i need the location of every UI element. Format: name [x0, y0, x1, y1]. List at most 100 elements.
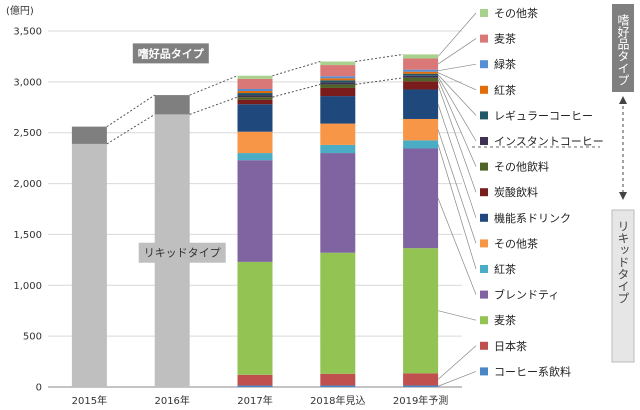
bar-segment [320, 78, 356, 81]
bar-segment [237, 374, 273, 386]
y-tick-label: 1,500 [13, 230, 42, 241]
bar-segment [320, 61, 356, 66]
y-tick-label: 2,000 [13, 179, 42, 190]
bar-preference-total [154, 95, 190, 115]
bar-segment [403, 58, 439, 70]
bar-segment [320, 373, 356, 386]
bar-segment [403, 69, 439, 72]
bar-segment [237, 97, 273, 100]
legend-swatch [480, 34, 488, 43]
bar-segment [237, 153, 273, 161]
bar-segment [403, 75, 439, 78]
bar-segment [320, 153, 356, 253]
bar-segment [237, 385, 273, 387]
bar-segment [320, 144, 356, 154]
legend-label: 炭酸飲料 [494, 185, 538, 199]
bar-liquid-total [71, 143, 107, 387]
y-tick-label: 3,000 [13, 77, 42, 88]
bar-segment [403, 373, 439, 386]
legend-leader-line [437, 345, 477, 380]
legend-leader-line [437, 38, 477, 65]
connector-line [272, 83, 321, 98]
legend-swatch [480, 162, 488, 171]
legend-leader-line [437, 85, 477, 193]
legend: その他茶麦茶緑茶紅茶レギュラーコーヒーインスタントコーヒーその他飲料炭酸飲料機能… [437, 7, 604, 387]
bar-segment [403, 89, 439, 119]
bar-segment [320, 87, 356, 97]
legend-leader-line [437, 76, 477, 142]
y-tick-label: 500 [23, 332, 42, 343]
bar-segment [403, 54, 439, 59]
connector-line [355, 77, 404, 85]
x-tick-label: 2016年 [154, 394, 189, 407]
legend-swatch [480, 265, 488, 273]
legend-label: 麦茶 [494, 314, 516, 327]
legend-swatch [480, 60, 488, 69]
legend-label: 日本茶 [494, 339, 527, 353]
legend-leader-line [437, 144, 477, 270]
bar-segment [320, 96, 356, 124]
legend-label: 紅茶 [494, 84, 516, 97]
y-tick-label: 0 [36, 383, 42, 394]
legend-leader-line [438, 63, 477, 72]
x-axis-ticks: 2015年 2016年 2017年 2018年見込 2019年予測 [72, 394, 449, 407]
connector-line [272, 61, 321, 77]
legend-label: ブレンドティ [494, 288, 559, 302]
liquid-type-label-box [138, 242, 226, 263]
bar-segment [237, 93, 273, 96]
legend-swatch [480, 111, 488, 120]
legend-label: その他飲料 [494, 160, 549, 174]
legend-leader-line [438, 310, 477, 321]
bar-segment [237, 88, 273, 92]
legend-swatch [480, 341, 488, 350]
bar-segment [320, 123, 356, 145]
legend-leader-line [437, 371, 477, 387]
group-label-liquid: リキッドタイプ [616, 220, 630, 304]
bar-segment [237, 95, 273, 98]
group-label-preference: 嗜好品タイプ [616, 14, 630, 86]
group-arrow-down-head [619, 192, 627, 200]
bar-segment [237, 75, 273, 79]
connector-line [106, 113, 155, 145]
bar-segment [320, 82, 356, 85]
y-tick-label: 3,500 [13, 27, 42, 38]
legend-label: インスタントコーヒー [494, 135, 604, 148]
bar-segment [403, 385, 439, 387]
legend-swatch [480, 367, 488, 376]
y-tick-label: 2,500 [13, 128, 42, 139]
legend-label: 緑茶 [494, 57, 516, 71]
bar-segment [237, 131, 273, 154]
preference-type-label-box [132, 43, 209, 64]
legend-swatch [480, 188, 488, 197]
legend-label: レギュラーコーヒー [494, 109, 593, 122]
x-tick-label: 2015年 [72, 394, 107, 407]
bar-segment [237, 160, 273, 262]
bar-segment [237, 261, 273, 375]
legend-leader-line [437, 72, 477, 91]
x-tick-label: 2017年 [237, 394, 272, 407]
bar-segment [237, 78, 273, 89]
bar-segment [403, 73, 439, 76]
legend-label: その他茶 [494, 237, 538, 250]
group-label-liquid-box [611, 209, 635, 363]
connector-line [106, 94, 155, 128]
legend-swatch [480, 239, 488, 248]
legend-label: コーヒー系飲料 [494, 364, 571, 378]
legend-leader-line [437, 79, 477, 167]
bar-segment [403, 248, 439, 374]
y-axis-unit-label: (億円) [6, 4, 34, 17]
legend-leader-line [437, 74, 477, 116]
connector-line [355, 53, 404, 63]
bar-segment [320, 385, 356, 387]
legend-swatch [480, 290, 488, 299]
bar-segment [403, 140, 439, 149]
legend-leader-line [437, 198, 477, 295]
y-tick-label: 1,000 [13, 281, 42, 292]
connector-lines [106, 53, 404, 145]
bar-segment [320, 76, 356, 79]
y-axis-ticks: 0 500 1,000 1,500 2,000 2,500 3,000 3,500 [13, 27, 42, 394]
bar-segment [403, 81, 439, 90]
